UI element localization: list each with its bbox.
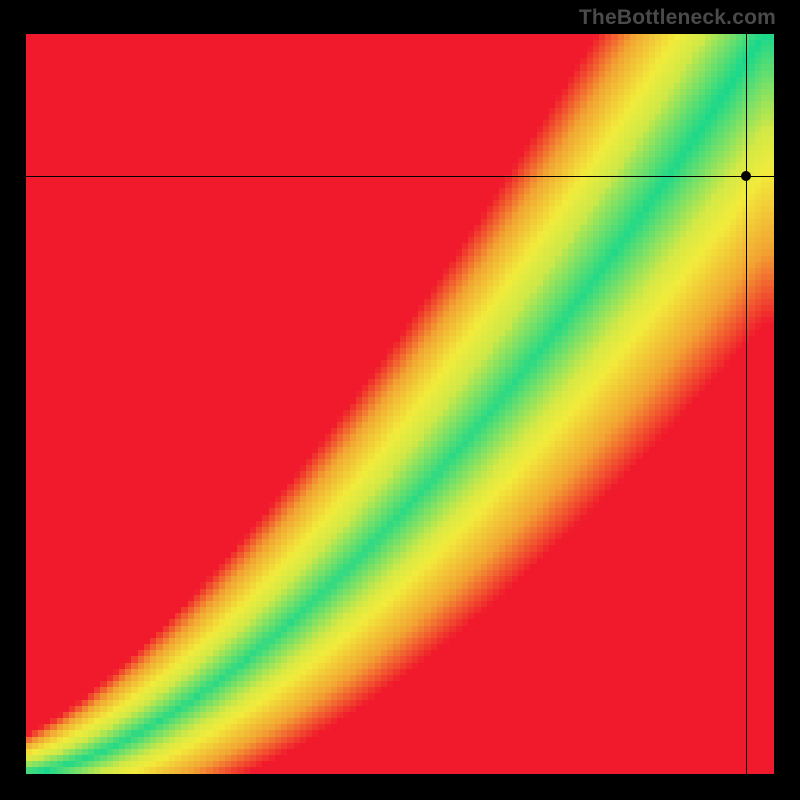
- chart-frame: TheBottleneck.com: [0, 0, 800, 800]
- watermark-text: TheBottleneck.com: [579, 6, 776, 30]
- heatmap-plot: [26, 34, 774, 774]
- heatmap-canvas: [26, 34, 774, 774]
